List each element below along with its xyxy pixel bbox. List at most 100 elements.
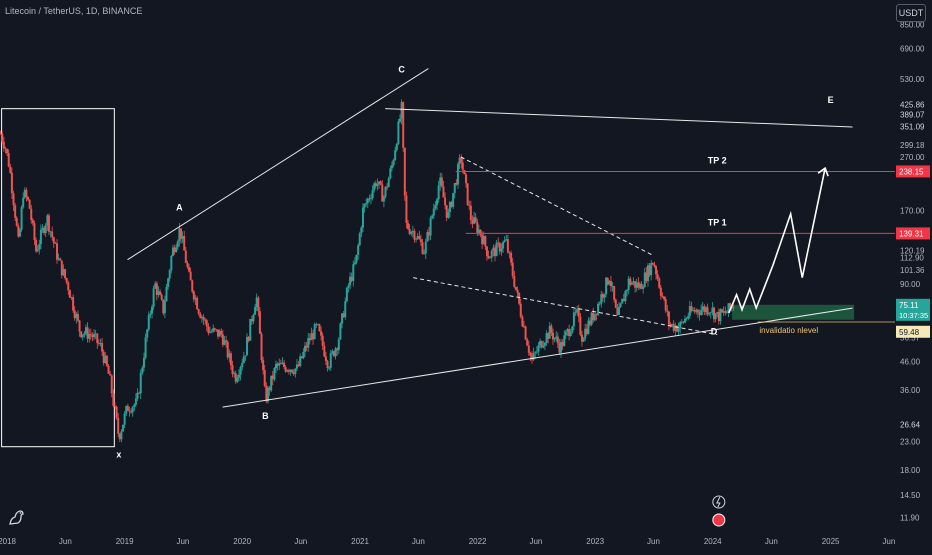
candle-body xyxy=(584,328,587,339)
candle-body xyxy=(207,326,210,333)
candle-body xyxy=(178,228,181,242)
candle-body xyxy=(205,320,208,327)
trend-line-c-to-e-line xyxy=(385,108,853,128)
candle-body xyxy=(223,340,226,345)
candle-body xyxy=(403,147,406,196)
candle-body xyxy=(593,313,596,321)
trend-line-b-to-d-support xyxy=(222,307,853,408)
candle-body xyxy=(204,319,207,321)
candle-body xyxy=(171,247,174,256)
candle-body xyxy=(64,269,67,278)
candle-body xyxy=(603,294,606,298)
candle-body xyxy=(33,223,36,241)
candle-body xyxy=(101,343,104,352)
candle-body xyxy=(31,219,34,224)
x-tick-label: Jun xyxy=(176,537,189,546)
y-tick-label: 36.00 xyxy=(900,386,921,395)
candle-body xyxy=(46,215,49,226)
candle-body xyxy=(698,312,701,315)
candle-body xyxy=(706,307,709,315)
tp-price-tag-bg xyxy=(896,165,930,178)
candle-body xyxy=(173,247,176,253)
candle-body xyxy=(566,329,569,332)
candle-body xyxy=(162,299,165,314)
candle-body xyxy=(436,199,439,206)
candle-body xyxy=(76,313,79,321)
candle-body xyxy=(202,317,205,320)
y-tick-label: 101.36 xyxy=(900,266,925,275)
candle-body xyxy=(9,166,12,173)
countdown-label: 10:37:35 xyxy=(899,311,928,320)
candle-body xyxy=(613,286,616,300)
candle-body xyxy=(192,291,195,300)
level-label-tp-2: TP 2 xyxy=(708,155,727,165)
candle-body xyxy=(721,309,724,313)
candle-body xyxy=(23,189,26,198)
candle-body xyxy=(273,368,276,380)
candle-body xyxy=(320,331,323,336)
candle-body xyxy=(109,373,112,376)
candle-body xyxy=(144,337,147,358)
candle-body xyxy=(635,282,638,288)
candle-body xyxy=(336,348,339,351)
candle-body xyxy=(10,172,13,194)
candle-body xyxy=(349,276,352,286)
candle-body xyxy=(708,313,711,315)
candle-body xyxy=(634,281,637,288)
candle-body xyxy=(442,186,445,198)
candle-body xyxy=(345,287,348,302)
candle-body xyxy=(714,313,717,320)
candle-body xyxy=(553,337,556,340)
candle-body xyxy=(291,369,294,373)
candle-body xyxy=(519,303,522,317)
candle-body xyxy=(93,334,96,338)
candle-body xyxy=(287,370,290,372)
candle-body xyxy=(568,329,571,337)
candle-body xyxy=(294,368,297,375)
candle-body xyxy=(357,245,360,255)
candle-body xyxy=(716,312,719,314)
candle-body xyxy=(136,392,139,399)
candle-body xyxy=(210,331,213,333)
x-tick-label: Jun xyxy=(529,537,542,546)
candle-body xyxy=(700,309,703,315)
candle-body xyxy=(365,203,368,205)
x-tick-label: Jun xyxy=(882,537,895,546)
candle-body xyxy=(589,320,592,325)
candle-body xyxy=(518,292,521,304)
candle-body xyxy=(677,327,680,332)
candle-body xyxy=(30,208,33,220)
y-tick-label: 11.90 xyxy=(900,514,920,523)
candle-body xyxy=(398,118,401,122)
candle-body xyxy=(592,312,595,321)
candle-body xyxy=(560,341,563,353)
candle-body xyxy=(352,264,355,281)
candle-body xyxy=(688,306,691,316)
candle-body xyxy=(563,335,566,347)
candle-body xyxy=(151,306,154,314)
tradingview-logo-icon[interactable] xyxy=(8,508,26,526)
candle-body xyxy=(626,289,629,291)
candle-body xyxy=(646,265,649,282)
candle-body xyxy=(96,333,99,344)
candle-body xyxy=(371,189,374,198)
wave-label-a: A xyxy=(176,202,183,212)
candle-body xyxy=(184,250,187,263)
candle-body xyxy=(326,360,329,369)
candle-body xyxy=(2,141,5,149)
candle-body xyxy=(236,377,239,382)
candle-body xyxy=(508,252,511,254)
currency-button[interactable]: USDT xyxy=(896,4,926,22)
candle-body xyxy=(494,247,497,257)
candle-body xyxy=(397,121,400,145)
candle-body xyxy=(722,311,725,313)
candle-body xyxy=(534,352,537,354)
candle-body xyxy=(558,343,561,353)
candle-body xyxy=(390,165,393,169)
candle-body xyxy=(630,282,633,285)
candle-body xyxy=(675,325,678,332)
candle-body xyxy=(54,243,57,244)
candle-body xyxy=(138,392,141,394)
candle-body xyxy=(423,253,426,255)
